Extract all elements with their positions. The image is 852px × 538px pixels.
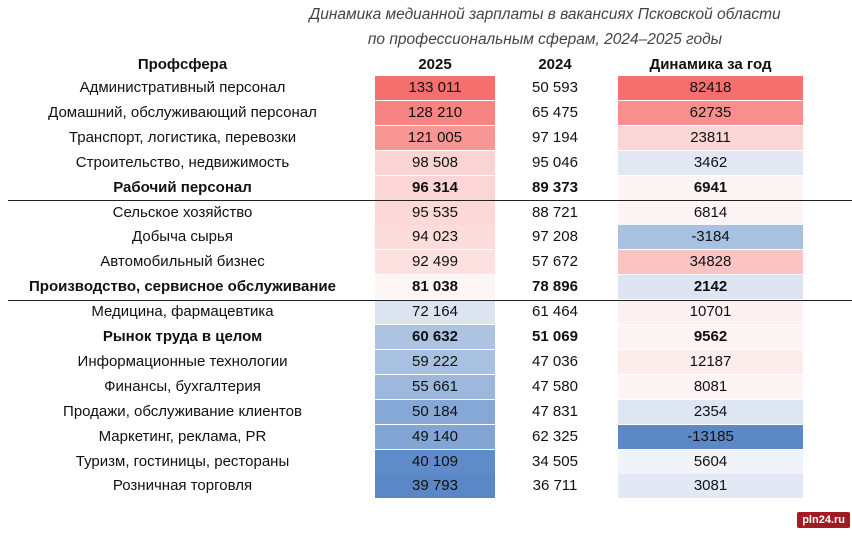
dynamics-cell: 6814 [618,200,803,225]
column-header-2024: 2024 [538,56,572,73]
value-2025-cell: 40 109 [375,449,495,474]
value-2024-cell: 50 593 [532,79,578,96]
sphere-name-cell: Домашний, обслуживающий персонал [48,103,317,121]
table-row: Рабочий персонал 96 314 89 373 6941 [0,175,852,200]
value-2025-cell: 55 661 [375,374,495,399]
table-row: Транспорт, логистика, перевозки 121 005 97… [0,125,852,150]
sphere-name-cell: Розничная торговля [112,477,253,495]
value-2024-cell: 62 325 [532,427,578,445]
sphere-name-cell: Туризм, гостиницы, рестораны [75,452,290,470]
sphere-name-cell: Строительство, недвижимость [75,153,290,171]
value-2025-cell: 92 499 [375,250,495,275]
dynamics-cell: 34828 [618,250,803,275]
dynamics-cell: 5604 [618,449,803,474]
table-row: Строительство, недвижимость 98 508 95 046 3… [0,150,852,175]
value-2024-cell: 95 046 [532,153,578,171]
table-row: Автомобильный бизнес 92 499 57 672 34828 [0,250,852,275]
chart-title-line-2: по профессиональным сферам, 2024–2025 го… [367,31,723,48]
table-row: Информационные технологии 59 222 47 036 121… [0,349,852,374]
sphere-name-cell: Медицина, фармацевтика [91,303,274,321]
table-row: Маркетинг, реклама, PR 49 140 62 325 -13185 [0,424,852,449]
value-2025-cell: 96 314 [375,175,495,200]
value-2025-cell: 95 535 [375,200,495,225]
value-2024-cell: 47 036 [532,352,578,370]
dynamics-cell: 3462 [618,150,803,175]
sphere-name-cell: Продажи, обслуживание клиентов [63,402,302,420]
value-2024-cell: 36 711 [532,477,578,495]
sphere-name-cell: Добыча сырья [132,228,233,246]
column-header-2025: 2025 [418,56,452,73]
chart-title-line-1: Динамика медианной зарплаты в вакансиях … [309,6,781,23]
sphere-name-cell: Рынок труда в целом [102,328,263,345]
value-2024-cell: 47 580 [532,377,578,395]
group-separator-line [8,300,852,301]
value-2024-cell: 97 194 [532,128,578,146]
value-2025-cell: 49 140 [375,424,495,449]
value-2025-cell: 133 011 [375,76,495,100]
table-row: Туризм, гостиницы, рестораны 40 109 34 505… [0,449,852,474]
value-2024-cell: 47 831 [532,402,578,420]
value-2024-cell: 51 069 [532,328,578,345]
table-row: Добыча сырья 94 023 97 208 -3184 [0,225,852,250]
table-row: Домашний, обслуживающий персонал 128 210 6… [0,100,852,125]
table-row: Административный персонал 133 011 50 593 82… [0,76,852,100]
dynamics-cell: 3081 [618,474,803,499]
dynamics-cell: 8081 [618,374,803,399]
dynamics-cell: -13185 [618,424,803,449]
value-2025-cell: 128 210 [375,100,495,125]
table-row: Продажи, обслуживание клиентов 50 184 47 8… [0,399,852,424]
table-row: Финансы, бухгалтерия 55 661 47 580 8081 [0,374,852,399]
sphere-name-cell: Сельское хозяйство [112,203,253,221]
value-2024-cell: 78 896 [532,278,578,296]
group-separator-line [8,200,852,201]
sphere-name-cell: Автомобильный бизнес [100,253,265,271]
value-2025-cell: 98 508 [375,150,495,175]
sphere-name-cell: Информационные технологии [77,352,288,370]
dynamics-cell: -3184 [618,225,803,250]
value-2025-cell: 72 164 [375,300,495,325]
value-2024-cell: 61 464 [532,303,578,321]
sphere-name-cell: Рабочий персонал [113,178,252,196]
watermark-badge: pln24.ru [797,512,850,528]
value-2024-cell: 57 672 [532,253,578,271]
table-row: Медицина, фармацевтика 72 164 61 464 10701 [0,300,852,325]
dynamics-cell: 23811 [618,125,803,150]
value-2025-cell: 60 632 [375,325,495,349]
dynamics-cell: 62735 [618,100,803,125]
column-header-sphere: Профсфера [137,56,228,73]
table-row: Сельское хозяйство 95 535 88 721 6814 [0,200,852,225]
value-2024-cell: 34 505 [532,452,578,470]
table-row: Розничная торговля 39 793 36 711 3081 [0,474,852,499]
dynamics-cell: 6941 [618,175,803,200]
value-2025-cell: 50 184 [375,399,495,424]
value-2025-cell: 94 023 [375,225,495,250]
dynamics-cell: 2142 [618,275,803,300]
dynamics-cell: 12187 [618,349,803,374]
sphere-name-cell: Финансы, бухгалтерия [104,377,261,395]
sphere-name-cell: Производство, сервисное обслуживание [29,278,336,296]
sphere-name-cell: Административный персонал [79,79,286,96]
value-2025-cell: 81 038 [375,275,495,300]
value-2025-cell: 59 222 [375,349,495,374]
sphere-name-cell: Транспорт, логистика, перевозки [68,128,297,146]
dynamics-cell: 9562 [618,325,803,349]
sphere-name-cell: Маркетинг, реклама, PR [98,427,267,445]
table-row: Производство, сервисное обслуживание 81 0… [0,275,852,300]
value-2024-cell: 88 721 [532,203,578,221]
dynamics-cell: 2354 [618,399,803,424]
dynamics-cell: 82418 [618,76,803,100]
value-2025-cell: 121 005 [375,125,495,150]
column-header-dynamics: Динамика за год [649,56,772,73]
value-2024-cell: 65 475 [532,103,578,121]
value-2024-cell: 89 373 [532,178,578,196]
table-row: Рынок труда в целом 60 632 51 069 9562 [0,325,852,349]
dynamics-cell: 10701 [618,300,803,325]
value-2025-cell: 39 793 [375,474,495,499]
value-2024-cell: 97 208 [532,228,578,246]
